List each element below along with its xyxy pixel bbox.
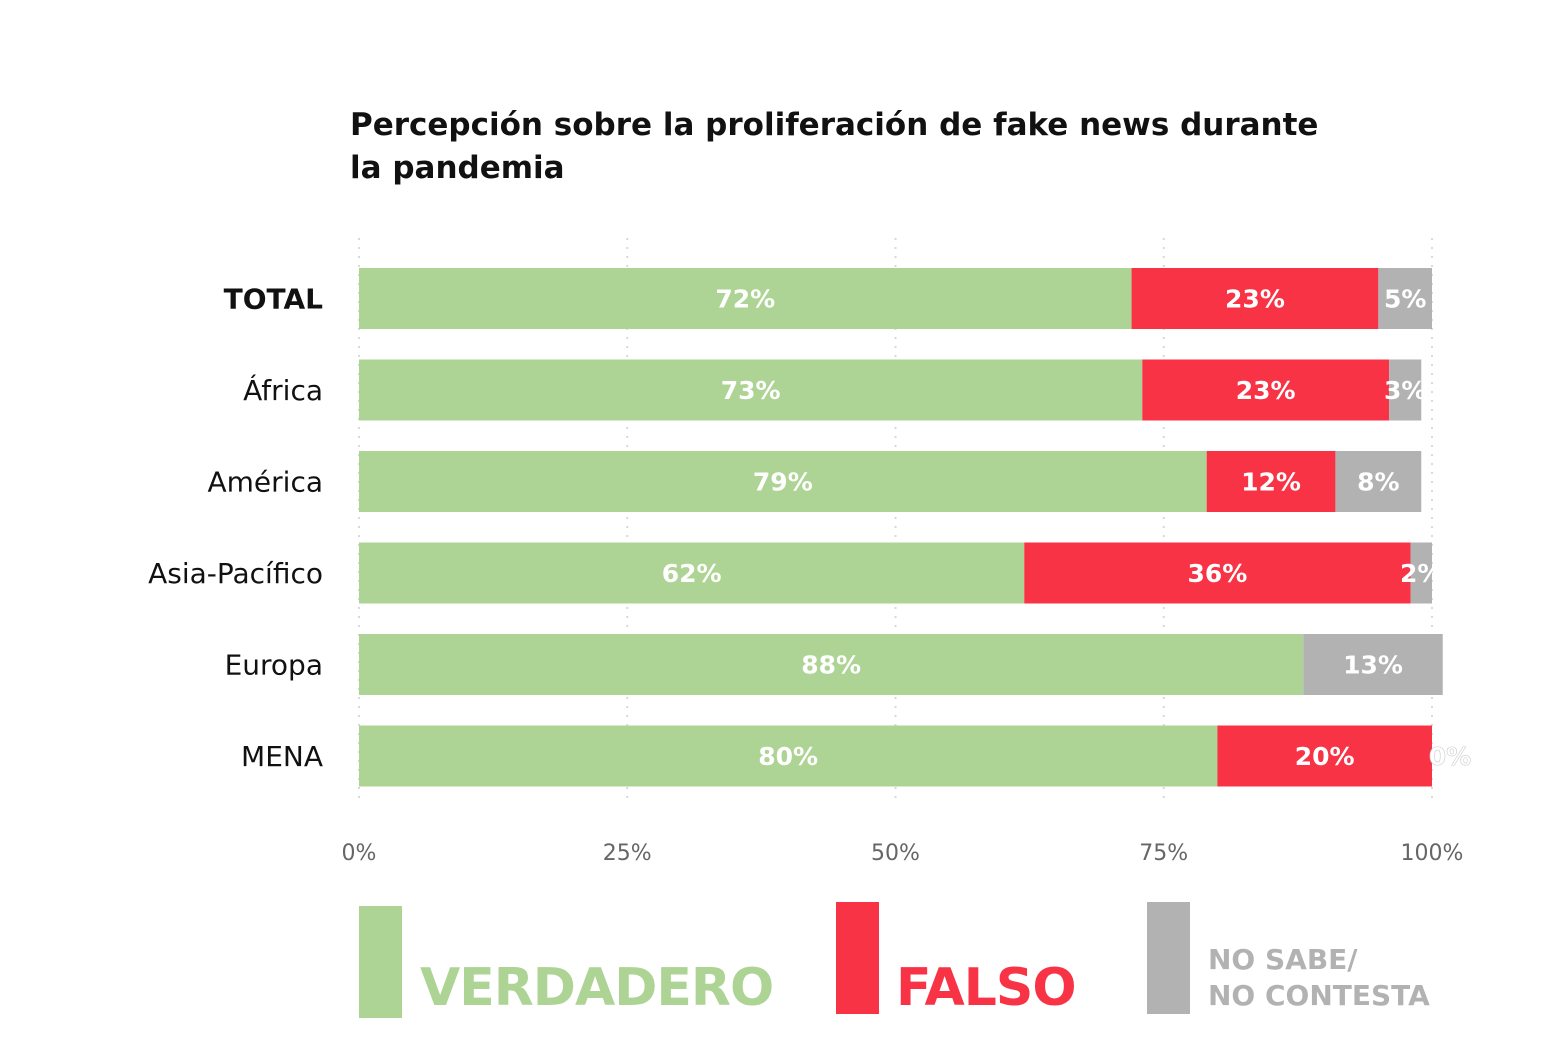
bar-segment	[1206, 451, 1336, 512]
bar-segment	[1303, 634, 1443, 695]
data-label: 0%	[1429, 742, 1471, 771]
category-label: TOTAL	[224, 283, 323, 316]
bar-segment	[359, 634, 1304, 695]
bar-segment	[1378, 268, 1432, 329]
bar-segment	[1389, 359, 1422, 421]
bar-segment	[359, 451, 1207, 512]
category-label: Asia-Pacífico	[148, 557, 323, 590]
data-label: 13%	[1343, 651, 1403, 680]
legend-label-no-sabe-line1: NO SABE/	[1208, 943, 1358, 976]
chart-title: Percepción sobre la proliferación de fak…	[350, 107, 1319, 186]
data-label: 79%	[753, 468, 813, 497]
bar-segment	[1024, 542, 1411, 604]
bar-segment	[1217, 725, 1432, 787]
data-label: 20%	[1295, 742, 1355, 771]
x-tick-label: 0%	[342, 841, 377, 866]
x-tick-label: 25%	[603, 841, 652, 866]
bar-segment	[359, 268, 1132, 329]
legend-label-no-sabe: NO SABE/ NO CONTESTA	[1208, 942, 1430, 1014]
data-label: 2%	[1400, 559, 1442, 588]
category-label: MENA	[241, 740, 323, 773]
data-label: 8%	[1357, 468, 1399, 497]
bar-segment	[1131, 268, 1379, 329]
legend-swatch-no-sabe	[1147, 902, 1190, 1014]
data-label: 5%	[1384, 285, 1426, 314]
data-label: 73%	[721, 376, 781, 405]
bar-segment	[1335, 451, 1422, 512]
x-tick-label: 100%	[1401, 841, 1464, 866]
bar-segment	[1142, 359, 1390, 421]
bar-segment	[359, 359, 1143, 421]
category-label: América	[208, 466, 324, 499]
data-label: 3%	[1384, 376, 1426, 405]
legend-label-verdadero: VERDADERO	[420, 958, 774, 1018]
data-label: 80%	[758, 742, 818, 771]
data-label: 62%	[662, 559, 722, 588]
data-label: 23%	[1236, 376, 1296, 405]
bar-segment	[359, 542, 1025, 604]
data-label: 72%	[715, 285, 775, 314]
data-label: 88%	[801, 651, 861, 680]
bar-segment	[1410, 542, 1432, 604]
legend-swatch-falso	[836, 902, 879, 1014]
legend-swatch-verdadero	[359, 906, 402, 1018]
data-label: 12%	[1241, 468, 1301, 497]
data-label: 36%	[1187, 559, 1247, 588]
data-label: 23%	[1225, 285, 1285, 314]
legend-label-no-sabe-line2: NO CONTESTA	[1208, 979, 1430, 1012]
bar-segment	[359, 725, 1218, 787]
category-label: Europa	[225, 649, 323, 682]
category-label: África	[243, 373, 323, 407]
x-tick-label: 50%	[871, 841, 920, 866]
x-tick-label: 75%	[1139, 841, 1188, 866]
legend-label-falso: FALSO	[896, 958, 1077, 1018]
